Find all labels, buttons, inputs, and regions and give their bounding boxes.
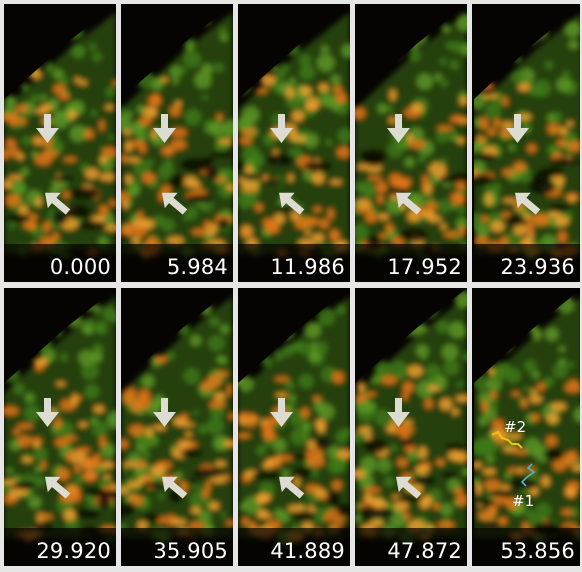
- timestamp: 23.936: [500, 255, 575, 279]
- micrograph: [355, 4, 467, 282]
- micrograph: [474, 4, 580, 282]
- down-arrow-icon: [36, 114, 59, 143]
- down-arrow-icon: [506, 114, 529, 143]
- timestamp: 29.920: [36, 539, 111, 563]
- down-arrow-icon: [270, 398, 293, 427]
- track-label-2: #2: [504, 418, 527, 436]
- frame-panel: 11.986: [238, 4, 350, 282]
- timestamp: 35.905: [153, 539, 228, 563]
- diagonal-arrow-icon: [45, 476, 71, 499]
- diagonal-arrow-icon: [162, 192, 188, 215]
- micrograph: [121, 4, 233, 282]
- down-arrow-icon: [387, 398, 410, 427]
- frame-panel: 17.952: [355, 4, 467, 282]
- diagonal-arrow-icon: [162, 476, 188, 499]
- frame-panel: 5.984: [121, 4, 233, 282]
- micrograph: [238, 4, 350, 282]
- micrograph: [474, 288, 580, 566]
- diagonal-arrow-icon: [396, 476, 422, 499]
- frame-panel: 35.905: [121, 288, 233, 566]
- frame-panel: 41.889: [238, 288, 350, 566]
- timestamp: 5.984: [166, 255, 228, 279]
- timestamp: 47.872: [387, 539, 462, 563]
- diagonal-arrow-icon: [279, 476, 305, 499]
- diagonal-arrow-icon: [396, 192, 422, 215]
- timestamp: 53.856: [500, 539, 575, 563]
- diagonal-arrow-icon: [45, 192, 71, 215]
- track-2-path: [491, 430, 523, 449]
- timestamp: 0.000: [49, 255, 111, 279]
- down-arrow-icon: [270, 114, 293, 143]
- micrograph: [4, 288, 116, 566]
- diagonal-arrow-icon: [279, 192, 305, 215]
- diagonal-arrow-icon: [515, 192, 541, 215]
- frame-panel: 23.936: [472, 4, 580, 282]
- timestamp: 11.986: [270, 255, 345, 279]
- frame-panel: 29.920: [4, 288, 116, 566]
- track-label-1: #1: [512, 492, 535, 510]
- down-arrow-icon: [36, 398, 59, 427]
- down-arrow-icon: [153, 398, 176, 427]
- timestamp: 17.952: [387, 255, 462, 279]
- track-1-path: [520, 463, 536, 487]
- timestamp: 41.889: [270, 539, 345, 563]
- frame-panel: 0.000: [4, 4, 116, 282]
- frame-panel: 53.856 #2 #1: [472, 288, 580, 566]
- micrograph: [121, 288, 233, 566]
- frame-panel: 47.872: [355, 288, 467, 566]
- down-arrow-icon: [153, 114, 176, 143]
- micrograph: [238, 288, 350, 566]
- micrograph: [4, 4, 116, 282]
- micrograph: [355, 288, 467, 566]
- down-arrow-icon: [387, 114, 410, 143]
